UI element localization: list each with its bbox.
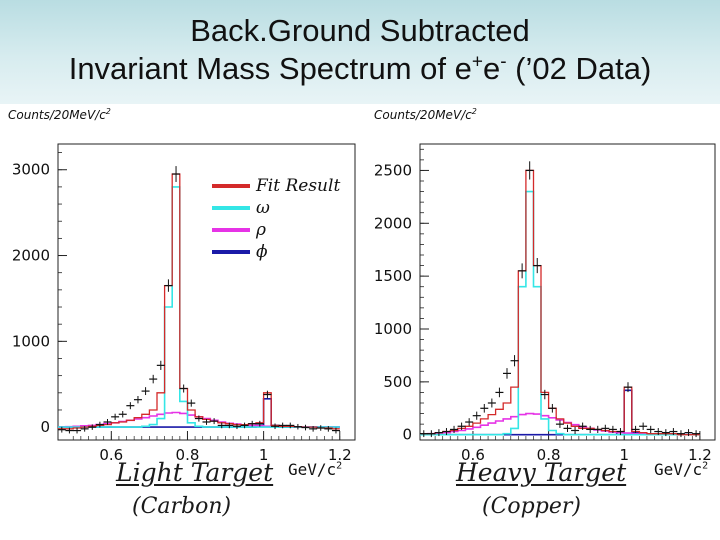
legend: Fit Result ω ρ ϕ <box>212 174 372 266</box>
y-tick-label: 0 <box>402 426 412 444</box>
series-fit-histogram <box>420 169 700 436</box>
legend-swatch-rho <box>212 228 250 232</box>
legend-swatch-fit <box>212 184 250 188</box>
x-tick-label: 0.6 <box>99 446 123 464</box>
light-target-label: Light Target <box>116 458 274 487</box>
legend-label-fit: Fit Result <box>256 176 341 196</box>
series-omega-histogram <box>420 190 700 436</box>
y-tick-label: 1500 <box>374 267 412 285</box>
title-line-2: Invariant Mass Spectrum of e+e- (’02 Dat… <box>0 50 720 88</box>
legend-swatch-omega <box>212 206 250 210</box>
heavy-target-label: Heavy Target <box>456 458 627 487</box>
copper-spectrum-chart: 0 500 1000 1500 2000 2500 0.6 0.8 1 1.2 <box>374 143 716 464</box>
x-tick-label: 1 <box>619 446 629 464</box>
title-line-2-start: Invariant Mass Spectrum of e <box>68 51 472 86</box>
title-line-2-end: (’02 Data) <box>506 51 652 86</box>
light-target-material: (Carbon) <box>132 494 232 519</box>
right-x-axis-unit: GeV/c2 <box>654 460 709 479</box>
legend-item-omega: ω <box>212 198 372 218</box>
x-tick-label: 1 <box>259 446 269 464</box>
legend-item-rho: ρ <box>212 220 372 240</box>
x-tick-label: 0.8 <box>176 446 200 464</box>
left-x-axis-unit: GeV/c2 <box>288 460 343 479</box>
x-tick-label: 0.8 <box>537 446 561 464</box>
x-tick-label: 1.2 <box>688 446 712 464</box>
legend-label-rho: ρ <box>256 220 266 240</box>
plot-frame <box>419 143 716 441</box>
y-tick-label: 1000 <box>12 332 50 350</box>
series-fit-histogram <box>58 173 340 430</box>
carbon-spectrum-chart: 0 1000 2000 3000 0.6 0.8 1 1.2 <box>12 143 356 464</box>
legend-swatch-phi <box>212 250 250 254</box>
legend-item-fit: Fit Result <box>212 176 372 196</box>
title-line-1: Back.Ground Subtracted <box>190 13 530 48</box>
y-tick-label: 2500 <box>374 161 412 179</box>
y-tick-label: 2000 <box>12 247 50 265</box>
y-tick-label: 2000 <box>374 214 412 232</box>
title-banner: Back.Ground Subtracted Invariant Mass Sp… <box>0 0 720 104</box>
y-tick-label: 500 <box>383 373 412 391</box>
page-title: Back.Ground Subtracted Invariant Mass Sp… <box>0 12 720 88</box>
x-tick-label: 0.6 <box>461 446 485 464</box>
right-y-axis-label: Counts/20MeV/c2 <box>374 107 477 122</box>
title-sup-minus: - <box>500 51 507 73</box>
plot-frame <box>57 143 356 441</box>
y-tick-label: 1000 <box>374 320 412 338</box>
title-sup-plus: + <box>471 51 483 73</box>
title-line-2-e: e <box>482 51 501 86</box>
legend-label-omega: ω <box>256 198 270 218</box>
x-tick-label: 1.2 <box>328 446 352 464</box>
heavy-target-material: (Copper) <box>482 494 581 519</box>
left-y-axis-label: Counts/20MeV/c2 <box>8 107 111 122</box>
y-tick-label: 3000 <box>12 161 50 179</box>
legend-label-phi: ϕ <box>256 242 268 262</box>
y-tick-label: 0 <box>40 418 50 436</box>
legend-item-phi: ϕ <box>212 242 372 262</box>
